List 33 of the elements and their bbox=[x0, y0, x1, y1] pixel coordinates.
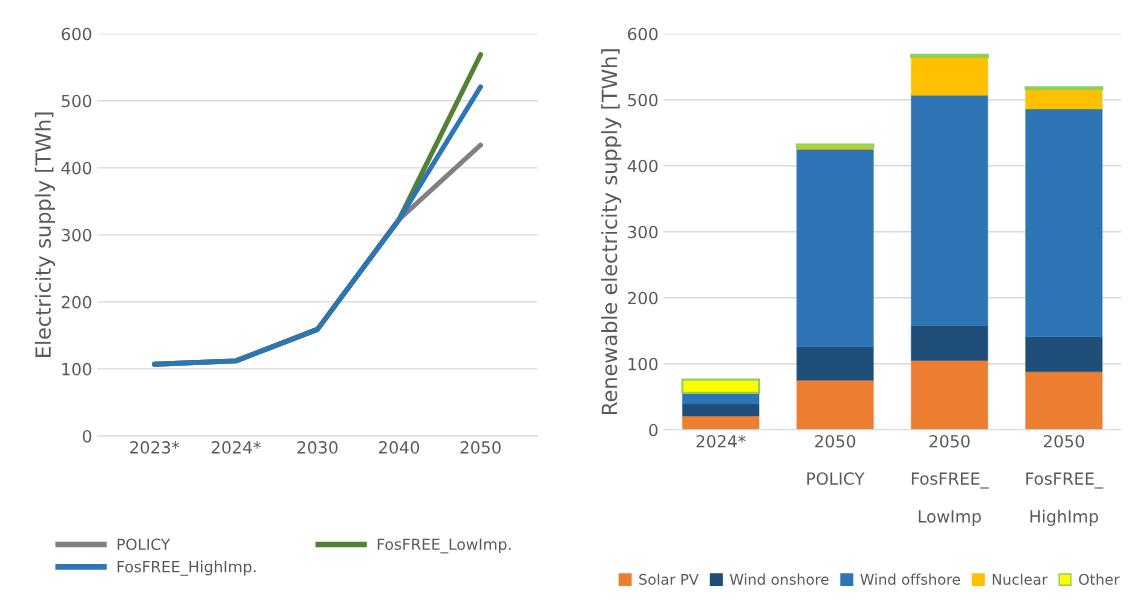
legend-label: Other bbox=[1078, 573, 1120, 585]
x-tick-label: 2024* bbox=[211, 441, 261, 454]
y-tick-label: 200 bbox=[628, 291, 658, 305]
y-tick-label: 100 bbox=[62, 362, 92, 376]
y-tick-label: 500 bbox=[628, 93, 658, 107]
y-tick-label: 600 bbox=[61, 27, 92, 41]
legend-label: FosFREE_LowImp. bbox=[377, 538, 511, 554]
y-tick-label: 400 bbox=[627, 159, 658, 173]
legend-label: Nuclear bbox=[992, 573, 1048, 585]
y-axis-title: Renewable electricity supply [TWh] bbox=[601, 49, 622, 414]
legend-label: FosFREE_HighImp. bbox=[117, 560, 256, 576]
y-tick-label: 200 bbox=[61, 295, 92, 309]
legend-label: POLICY bbox=[117, 538, 171, 550]
category-label: 2050 FosFREE_ HighImp bbox=[1026, 434, 1104, 526]
legend-label: Solar PV bbox=[639, 573, 699, 585]
category-label: 2050 FosFREE_ LowImp bbox=[911, 434, 989, 526]
y-tick-label: 300 bbox=[61, 228, 92, 242]
y-tick-label: 400 bbox=[61, 161, 92, 175]
x-tick-label: 2040 bbox=[379, 441, 420, 454]
y-tick-label: 600 bbox=[628, 27, 658, 41]
x-tick-label: 2030 bbox=[297, 441, 338, 454]
y-tick-label: 0 bbox=[82, 429, 92, 443]
y-axis-title: Electricity supply [TWh] bbox=[34, 112, 56, 357]
y-tick-label: 300 bbox=[628, 225, 658, 239]
y-tick-label: 0 bbox=[649, 423, 658, 437]
y-tick-label: 100 bbox=[628, 357, 658, 371]
category-label: 2050 POLICY bbox=[807, 434, 865, 485]
x-tick-label: 2050 bbox=[460, 441, 501, 454]
x-tick-label: 2023* bbox=[130, 441, 180, 454]
legend-label: Wind onshore bbox=[729, 573, 829, 585]
legend-label: Wind offshore bbox=[860, 573, 961, 585]
x-tick-label: 2024* bbox=[696, 434, 746, 448]
y-tick-label: 500 bbox=[61, 94, 92, 108]
